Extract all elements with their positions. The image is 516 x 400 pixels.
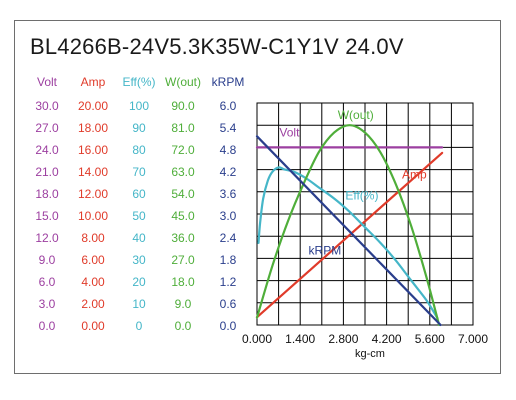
tick-label-wout: 81.0 bbox=[171, 121, 195, 135]
axis-header-volt: Volt bbox=[37, 75, 58, 89]
x-axis-label: kg-cm bbox=[355, 348, 385, 360]
tick-label-eff: 90 bbox=[132, 121, 146, 135]
tick-label-volt: 24.0 bbox=[35, 143, 59, 157]
tick-label-x: 7.000 bbox=[458, 332, 488, 346]
tick-label-amp: 2.00 bbox=[81, 297, 105, 311]
tick-label-wout: 45.0 bbox=[171, 209, 195, 223]
tick-label-amp: 20.00 bbox=[78, 99, 108, 113]
tick-label-amp: 6.00 bbox=[81, 253, 105, 267]
series-label: Amp bbox=[402, 167, 427, 181]
axis-header-wout: W(out) bbox=[165, 75, 201, 89]
tick-label-krpm: 3.6 bbox=[220, 187, 237, 201]
chart-title: BL4266B-24V5.3K35W-C1Y1V 24.0V bbox=[30, 34, 404, 59]
series-line-amp bbox=[255, 151, 444, 319]
tick-label-amp: 12.00 bbox=[78, 187, 108, 201]
tick-label-krpm: 5.4 bbox=[220, 121, 237, 135]
tick-label-amp: 8.00 bbox=[81, 231, 105, 245]
tick-label-eff: 10 bbox=[132, 297, 146, 311]
tick-label-wout: 0.0 bbox=[175, 319, 192, 333]
tick-label-volt: 18.0 bbox=[35, 187, 59, 201]
tick-label-amp: 16.00 bbox=[78, 143, 108, 157]
tick-label-volt: 30.0 bbox=[35, 99, 59, 113]
tick-label-eff: 60 bbox=[132, 187, 146, 201]
tick-label-wout: 18.0 bbox=[171, 275, 195, 289]
tick-label-volt: 9.0 bbox=[39, 253, 56, 267]
tick-label-volt: 21.0 bbox=[35, 165, 59, 179]
series-label: Eff(%) bbox=[345, 189, 378, 203]
tick-label-wout: 54.0 bbox=[171, 187, 195, 201]
tick-label-x: 2.800 bbox=[328, 332, 358, 346]
tick-label-eff: 70 bbox=[132, 165, 146, 179]
tick-label-volt: 6.0 bbox=[39, 275, 56, 289]
tick-label-eff: 80 bbox=[132, 143, 146, 157]
tick-label-krpm: 1.8 bbox=[220, 253, 237, 267]
tick-label-eff: 100 bbox=[129, 99, 149, 113]
tick-label-wout: 36.0 bbox=[171, 231, 195, 245]
tick-label-volt: 27.0 bbox=[35, 121, 59, 135]
series-label: kRPM bbox=[309, 244, 342, 258]
tick-label-krpm: 1.2 bbox=[220, 275, 237, 289]
tick-label-wout: 27.0 bbox=[171, 253, 195, 267]
tick-label-volt: 15.0 bbox=[35, 209, 59, 223]
tick-label-eff: 50 bbox=[132, 209, 146, 223]
tick-label-wout: 9.0 bbox=[175, 297, 192, 311]
tick-label-eff: 0 bbox=[136, 319, 143, 333]
tick-label-amp: 14.00 bbox=[78, 165, 108, 179]
axis-header-krpm: kRPM bbox=[212, 75, 245, 89]
tick-label-krpm: 2.4 bbox=[220, 231, 237, 245]
series-line-krpm bbox=[255, 135, 442, 327]
series-label: W(out) bbox=[338, 108, 374, 122]
tick-label-volt: 0.0 bbox=[39, 319, 56, 333]
tick-label-amp: 0.00 bbox=[81, 319, 105, 333]
series-line-wout bbox=[255, 124, 441, 327]
axis-header-eff: Eff(%) bbox=[122, 75, 155, 89]
tick-label-amp: 10.00 bbox=[78, 209, 108, 223]
axis-header-amp: Amp bbox=[81, 75, 106, 89]
tick-label-wout: 63.0 bbox=[171, 165, 195, 179]
tick-label-krpm: 0.0 bbox=[220, 319, 237, 333]
tick-label-x: 1.400 bbox=[285, 332, 315, 346]
tick-label-amp: 18.00 bbox=[78, 121, 108, 135]
tick-label-wout: 72.0 bbox=[171, 143, 195, 157]
tick-label-x: 5.600 bbox=[415, 332, 445, 346]
tick-label-krpm: 4.2 bbox=[220, 165, 237, 179]
tick-label-volt: 12.0 bbox=[35, 231, 59, 245]
tick-label-eff: 20 bbox=[132, 275, 146, 289]
tick-label-krpm: 0.6 bbox=[220, 297, 237, 311]
chart-frame bbox=[14, 20, 501, 374]
series-label: Volt bbox=[279, 125, 300, 139]
tick-label-eff: 30 bbox=[132, 253, 146, 267]
tick-label-amp: 4.00 bbox=[81, 275, 105, 289]
tick-label-eff: 40 bbox=[132, 231, 146, 245]
tick-label-volt: 3.0 bbox=[39, 297, 56, 311]
tick-label-x: 4.200 bbox=[372, 332, 402, 346]
tick-label-krpm: 4.8 bbox=[220, 143, 237, 157]
tick-label-krpm: 6.0 bbox=[220, 99, 237, 113]
tick-label-x: 0.000 bbox=[242, 332, 272, 346]
tick-label-krpm: 3.0 bbox=[220, 209, 237, 223]
tick-label-wout: 90.0 bbox=[171, 99, 195, 113]
series-line-eff bbox=[257, 166, 439, 320]
